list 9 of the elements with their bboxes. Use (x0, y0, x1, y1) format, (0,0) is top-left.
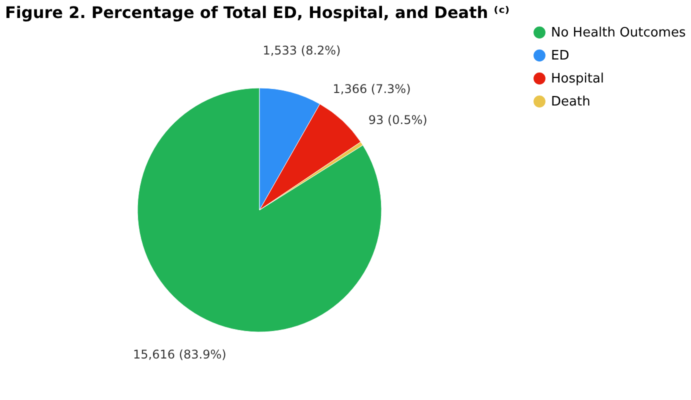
legend-label: ED (551, 48, 570, 64)
chart-title: Figure 2. Percentage of Total ED, Hospital, and Death ⁽ᶜ⁾ (5, 3, 510, 22)
data-label: 1,366 (7.3%) (332, 82, 411, 96)
legend-label: Death (551, 94, 590, 110)
data-label: 93 (0.5%) (368, 113, 428, 128)
legend-label: No Health Outcomes (551, 26, 686, 40)
data-label: 1,533 (8.2%) (262, 43, 341, 58)
legend-label: Hospital (551, 72, 604, 86)
data-label: 15,616 (83.9%) (133, 347, 226, 362)
